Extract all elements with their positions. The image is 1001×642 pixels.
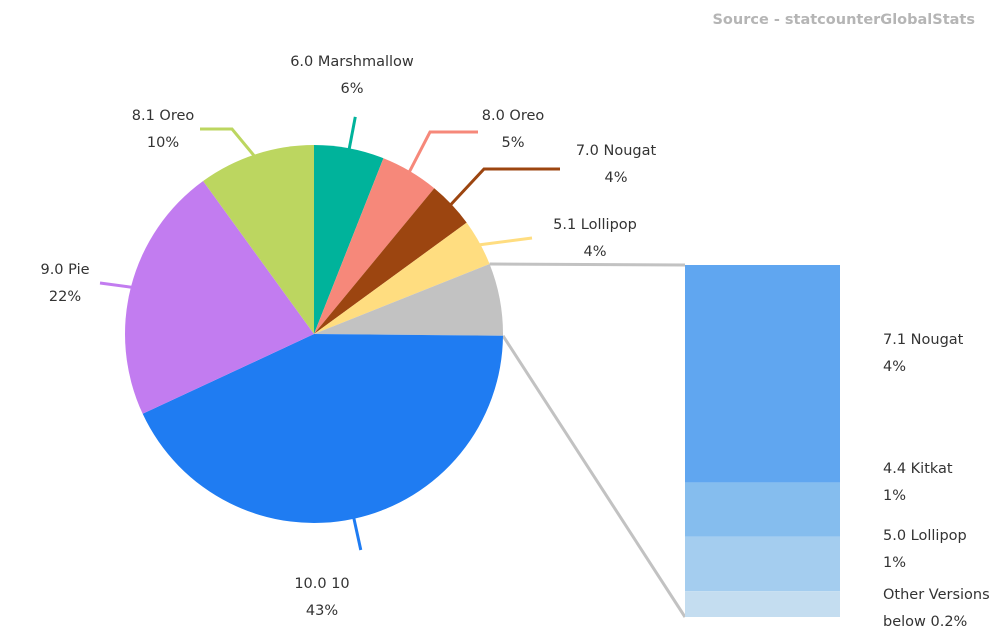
pie-slice-9-0-pie	[125, 180, 314, 414]
breakdown-bar	[685, 265, 840, 617]
source-note: Source - statcounterGlobalStats	[712, 12, 975, 28]
breakdown-label-5-0-lollipop: 5.0 Lollipop	[883, 528, 967, 544]
slice-value-8-1-oreo: 10%	[147, 135, 179, 151]
breakdown-value-4-4-kitkat: 1%	[883, 488, 906, 504]
slice-value-6-0-marshmallow: 6%	[340, 81, 363, 97]
slice-value-5-1-lollipop: 4%	[583, 244, 606, 260]
leader-line-10-0-10	[351, 512, 363, 551]
pie-slice-unlabeled	[314, 264, 503, 336]
slice-label-7-0-nougat: 7.0 Nougat	[576, 143, 657, 159]
connector-top	[489, 262, 686, 267]
pie-slice-8-0-oreo	[314, 158, 435, 334]
slice-label-8-1-oreo: 8.1 Oreo	[132, 108, 195, 124]
breakdown-segment-5-0-lollipop	[685, 536, 840, 592]
breakdown-label-4-4-kitkat: 4.4 Kitkat	[883, 461, 953, 477]
pie-slice-6-0-marshmallow	[314, 145, 384, 334]
breakdown-value-other-versions: below 0.2%	[883, 614, 967, 630]
breakdown-label-other-versions: Other Versions	[883, 587, 990, 603]
leader-line-9-0-pie	[99, 281, 138, 290]
slice-label-6-0-marshmallow: 6.0 Marshmallow	[290, 54, 414, 70]
pie-chart	[125, 145, 503, 523]
connector-bottom	[501, 334, 687, 618]
pie-slice-10-0-10	[142, 334, 503, 523]
slice-label-8-0-oreo: 8.0 Oreo	[482, 108, 545, 124]
leader-line-8-1-oreo	[200, 127, 259, 161]
chart-labels: 6.0 Marshmallow 6% 8.0 Oreo 5% 7.0 Nougat 4% 5…	[40, 54, 989, 630]
slice-value-10-0-10: 43%	[306, 603, 338, 619]
breakdown-segment-4-4-kitkat	[685, 482, 840, 537]
breakdown-segment-other-versions	[685, 591, 840, 617]
leader-line-5-1-lollipop	[474, 236, 533, 247]
leader-line-7-0-nougat	[446, 167, 560, 210]
pie-slice-7-0-nougat	[314, 188, 467, 334]
pie-slice-8-1-oreo	[203, 145, 314, 334]
slice-label-9-0-pie: 9.0 Pie	[40, 262, 89, 278]
breakdown-label-7-1-nougat: 7.1 Nougat	[883, 332, 964, 348]
leader-line-6-0-marshmallow	[346, 116, 357, 155]
pie-slice-5-1-lollipop	[314, 222, 490, 334]
breakdown-value-7-1-nougat: 4%	[883, 359, 906, 375]
leader-line-8-0-oreo	[405, 130, 478, 178]
breakdown-value-5-0-lollipop: 1%	[883, 555, 906, 571]
breakdown-segment-7-1-nougat	[685, 265, 840, 483]
breakdown-connectors	[489, 262, 687, 618]
slice-label-10-0-10: 10.0 10	[294, 576, 349, 592]
slice-value-8-0-oreo: 5%	[501, 135, 524, 151]
slice-value-9-0-pie: 22%	[49, 289, 81, 305]
slice-label-5-1-lollipop: 5.1 Lollipop	[553, 217, 637, 233]
slice-value-7-0-nougat: 4%	[604, 170, 627, 186]
